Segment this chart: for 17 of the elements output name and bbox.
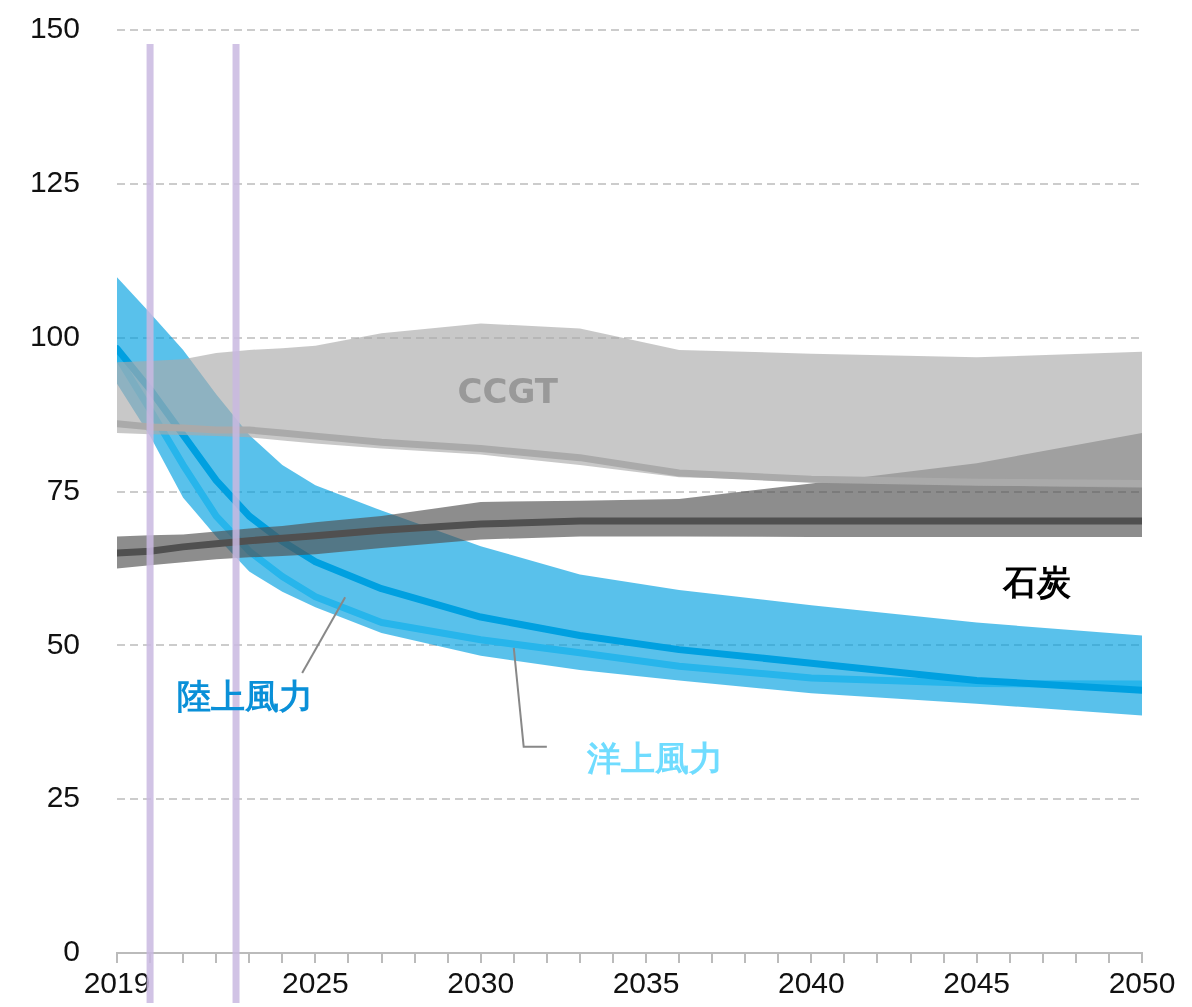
text: 陸上風力 <box>176 675 313 716</box>
y-tick-label: 75 <box>46 472 80 506</box>
series-label: 石炭 <box>1002 561 1072 602</box>
y-tick-label: 125 <box>29 165 80 199</box>
y-tick-label: 100 <box>29 318 80 352</box>
y-tick-label: 25 <box>46 780 80 814</box>
series-label: 洋上風力 <box>585 737 723 778</box>
x-tick-label: 2030 <box>447 966 515 1000</box>
y-tick-label: 0 <box>63 934 80 968</box>
y-tick-label: 50 <box>46 626 80 660</box>
y-tick-label: 150 <box>29 11 80 45</box>
x-tick-label: 2035 <box>612 966 680 1000</box>
x-tick-label: 2019 <box>83 966 151 1000</box>
x-tick-label: 2025 <box>282 966 349 1000</box>
x-tick-label: 2040 <box>777 966 845 1000</box>
x-tick-label: 2045 <box>943 966 1011 1000</box>
x-tick-label: 2050 <box>1108 966 1176 1000</box>
